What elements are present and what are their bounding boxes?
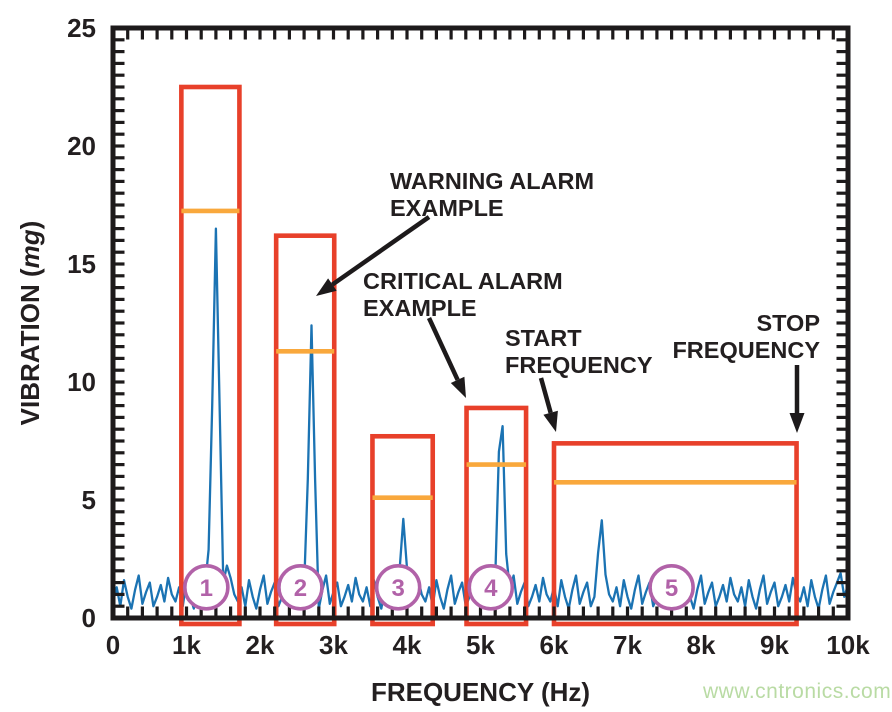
x-tick-label-9k: 9k	[760, 630, 789, 660]
x-tick-label-4k: 4k	[393, 630, 422, 660]
annotation-start-line2: FREQUENCY	[505, 352, 653, 378]
annotation-stop-arrow-head	[789, 413, 805, 433]
band-marker-circle-1	[183, 564, 230, 611]
y-tick-label-25: 25	[67, 13, 96, 43]
x-axis-title: FREQUENCY (Hz)	[371, 677, 590, 707]
annotation-critical-arrow-head	[450, 376, 466, 398]
annotation-warning-arrow-line	[331, 215, 431, 287]
y-tick-label-20: 20	[67, 131, 96, 161]
x-tick-label-10k: 10k	[826, 630, 870, 660]
band-marker-number-5: 5	[665, 575, 678, 602]
band-marker-number-1: 1	[200, 575, 213, 602]
x-tick-label-2k: 2k	[246, 630, 275, 660]
annotation-warning-line1: WARNING ALARM	[390, 168, 594, 194]
y-tick-label-15: 15	[67, 249, 96, 279]
annotation-warning-line2: EXAMPLE	[390, 195, 504, 221]
y-tick-label-10: 10	[67, 367, 96, 397]
x-tick-label-8k: 8k	[687, 630, 716, 660]
critical-alarm-band-4	[464, 405, 529, 627]
annotation-critical-line2: EXAMPLE	[363, 295, 477, 321]
x-tick-label-0: 0	[106, 630, 120, 660]
annotation-start-arrow-head	[543, 410, 558, 432]
critical-alarm-band-1	[179, 84, 242, 627]
x-tick-label-5k: 5k	[466, 630, 495, 660]
watermark-text: www.cntronics.com	[703, 680, 892, 703]
y-tick-label-5: 5	[82, 485, 96, 515]
y-axis-title: VIBRATION (mg)	[15, 221, 45, 426]
annotation-critical-line1: CRITICAL ALARM	[363, 268, 563, 294]
band-marker-number-3: 3	[392, 575, 405, 602]
band-marker-circle-3	[374, 564, 422, 611]
x-tick-label-6k: 6k	[540, 630, 569, 660]
band-marker-circle-5	[648, 564, 695, 611]
critical-alarm-band-2	[273, 233, 337, 627]
annotation-critical-arrow-line	[426, 317, 460, 381]
annotation-start-arrow-line	[538, 377, 553, 414]
annotation-stop-line2: FREQUENCY	[672, 337, 820, 363]
x-tick-label-1k: 1k	[172, 630, 201, 660]
band-marker-circle-4	[467, 564, 515, 611]
critical-alarm-band-5	[551, 441, 799, 627]
x-tick-label-3k: 3k	[319, 630, 348, 660]
band-marker-circle-2	[277, 564, 324, 611]
annotation-start-line1: START	[505, 325, 582, 351]
band-marker-number-4: 4	[484, 575, 498, 602]
annotation-warning-arrow-head	[316, 278, 337, 296]
band-marker-number-2: 2	[294, 575, 307, 602]
plot-frame	[110, 25, 851, 621]
y-tick-label-0: 0	[82, 603, 96, 633]
annotation-stop-line1: STOP	[756, 310, 820, 336]
x-tick-label-7k: 7k	[613, 630, 642, 660]
critical-alarm-band-3	[370, 433, 436, 627]
